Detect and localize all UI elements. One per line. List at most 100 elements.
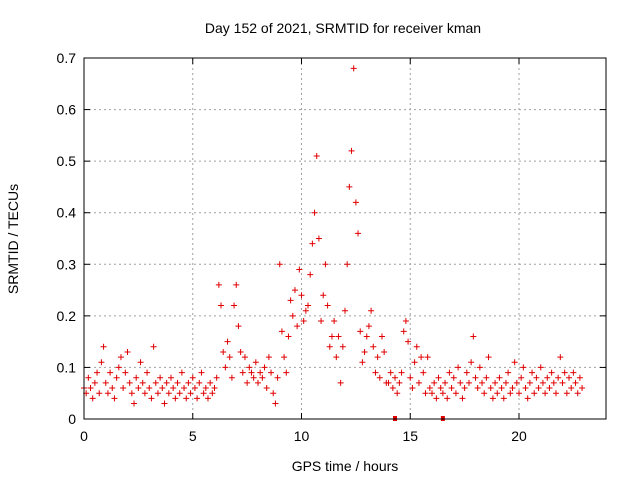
data-point: [204, 395, 211, 402]
data-point: [483, 374, 490, 381]
data-point: [511, 359, 518, 366]
y-tick-label: 0.3: [57, 256, 77, 272]
data-point: [94, 369, 101, 376]
chart-title: Day 152 of 2021, SRMTID for receiver kma…: [205, 20, 481, 36]
data-point: [563, 390, 570, 397]
data-point: [524, 395, 531, 402]
data-point: [487, 385, 494, 392]
data-point: [287, 297, 294, 304]
data-point: [505, 369, 512, 376]
data-point: [87, 385, 94, 392]
data-point: [144, 369, 151, 376]
data-point: [181, 385, 188, 392]
data-point: [461, 385, 468, 392]
data-point: [85, 374, 92, 381]
data-point: [418, 354, 425, 361]
data-point: [224, 338, 231, 345]
data-point: [387, 369, 394, 376]
data-point: [372, 369, 379, 376]
data-point: [109, 385, 116, 392]
plot-frame: [83, 57, 607, 420]
data-point: [355, 230, 362, 237]
data-point: [459, 395, 466, 402]
data-point: [402, 318, 409, 325]
data-point: [559, 379, 566, 386]
data-point: [415, 379, 422, 386]
y-tick-label: 0.1: [57, 359, 77, 375]
x-tick-label: 20: [511, 428, 527, 444]
x-tick-label: 5: [189, 428, 197, 444]
x-tick-label: 10: [294, 428, 310, 444]
data-point: [439, 390, 446, 397]
data-point: [489, 395, 496, 402]
data-point: [339, 343, 346, 350]
data-point: [368, 307, 375, 314]
data-point: [500, 395, 507, 402]
data-point: [363, 333, 370, 340]
y-tick-label: 0.6: [57, 102, 77, 118]
data-point: [265, 354, 272, 361]
data-point: [474, 385, 481, 392]
data-point: [98, 359, 105, 366]
data-point: [183, 395, 190, 402]
data-point: [413, 343, 420, 350]
data-point: [537, 364, 544, 371]
data-point: [361, 348, 368, 355]
data-point: [189, 374, 196, 381]
data-point: [344, 261, 351, 268]
data-point: [322, 261, 329, 268]
data-point: [342, 307, 348, 314]
data-point: [276, 261, 283, 268]
data-point: [213, 374, 220, 381]
data-point: [472, 374, 479, 381]
data-point: [261, 364, 268, 371]
data-points: [81, 65, 586, 407]
data-point: [207, 379, 214, 386]
data-point: [561, 369, 568, 376]
data-point: [526, 379, 533, 386]
data-point: [398, 369, 405, 376]
data-point: [450, 374, 457, 381]
data-point: [533, 374, 540, 381]
data-point: [198, 369, 205, 376]
data-point: [424, 354, 431, 361]
data-point: [211, 385, 218, 392]
data-point: [548, 369, 555, 376]
data-point: [507, 390, 514, 397]
data-point: [148, 395, 155, 402]
ticks: 0 0.1 0.2 0.3 0.4 0.5 0.6 0.7 0 5 10 15 20: [57, 50, 606, 444]
data-point: [502, 379, 509, 386]
data-point: [311, 209, 318, 216]
data-point: [159, 385, 166, 392]
data-point: [468, 359, 475, 366]
data-point: [374, 354, 381, 361]
data-point: [400, 328, 407, 335]
data-point: [337, 379, 344, 386]
data-point: [407, 374, 414, 381]
data-point: [422, 390, 429, 397]
data-point: [522, 385, 529, 392]
data-point: [150, 343, 157, 350]
data-point: [328, 333, 335, 340]
data-point: [122, 369, 129, 376]
data-point: [357, 328, 364, 335]
data-point: [246, 364, 253, 371]
data-point: [300, 318, 307, 325]
data-point: [378, 333, 385, 340]
data-point: [435, 374, 442, 381]
data-point: [576, 374, 583, 381]
data-point: [278, 328, 285, 335]
data-point: [381, 348, 388, 355]
data-point: [557, 354, 564, 361]
data-point: [470, 333, 477, 340]
data-point: [544, 374, 551, 381]
data-point: [444, 395, 451, 402]
data-point: [228, 374, 235, 381]
data-point: [370, 343, 377, 350]
data-point: [237, 348, 244, 355]
x-tick-label: 15: [402, 428, 418, 444]
data-point: [89, 395, 96, 402]
data-point: [570, 369, 577, 376]
data-point: [294, 323, 301, 330]
data-point: [394, 390, 401, 397]
